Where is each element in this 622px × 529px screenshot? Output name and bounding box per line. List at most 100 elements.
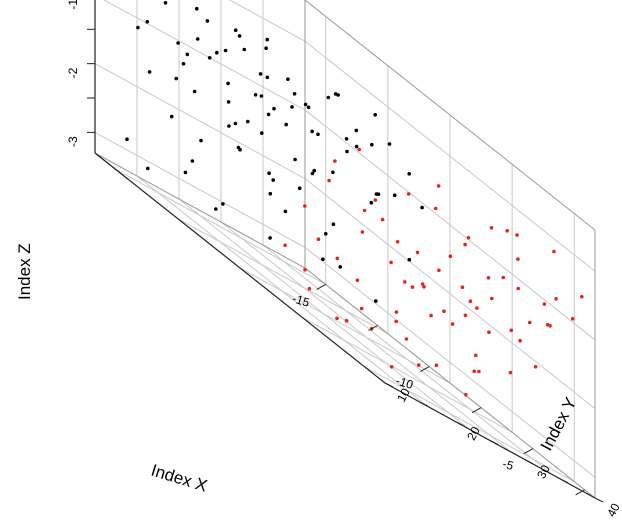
data-point	[292, 92, 297, 96]
data-point	[267, 171, 271, 175]
data-point	[266, 112, 271, 117]
y-tick	[384, 382, 394, 388]
z-tick-label: -3	[66, 136, 80, 147]
data-point	[260, 131, 264, 135]
data-point	[527, 320, 532, 325]
data-point	[450, 322, 455, 326]
y-tick	[489, 440, 499, 445]
data-point	[331, 170, 335, 175]
back-wall-grid-line	[304, 109, 596, 341]
data-point	[326, 95, 331, 100]
data-point	[548, 324, 552, 328]
data-point	[286, 77, 290, 81]
y-tick	[594, 497, 604, 503]
data-point	[303, 267, 307, 272]
data-point	[505, 229, 510, 233]
side-wall-grid-line	[94, 63, 306, 180]
y-tick	[419, 401, 429, 407]
data-point	[246, 119, 250, 124]
data-point	[486, 276, 491, 280]
data-point	[406, 192, 411, 196]
x-axis-title: Index X	[149, 461, 210, 496]
data-point	[442, 309, 446, 314]
data-point	[433, 206, 438, 211]
x-tick	[523, 448, 534, 455]
x-tick	[316, 283, 326, 290]
data-point	[185, 52, 190, 57]
data-point	[271, 178, 276, 182]
data-point	[284, 122, 289, 127]
data-point	[360, 230, 365, 234]
back-wall-grid-line	[304, 246, 596, 478]
data-point	[146, 166, 150, 171]
floor-grid-line	[262, 244, 554, 476]
floor-grid-line	[220, 221, 512, 453]
data-point	[463, 242, 467, 247]
data-point	[359, 306, 364, 311]
data-point	[515, 233, 519, 237]
x-tick-label: -10	[394, 374, 415, 393]
y-tick-label: 30	[534, 462, 553, 481]
data-point	[420, 205, 424, 210]
data-point	[373, 198, 378, 202]
back-wall-grid-line	[304, 40, 596, 272]
floor-grid-line	[136, 175, 428, 407]
data-point	[344, 318, 349, 323]
side-wall-grid-line	[228, 0, 306, 42]
data-point	[416, 363, 421, 367]
data-point	[542, 302, 547, 306]
data-point	[434, 363, 439, 368]
floor-grid-line	[177, 218, 389, 335]
data-point	[221, 202, 225, 206]
data-point	[293, 157, 297, 162]
side-wall-grid-line	[94, 131, 306, 248]
data-point	[253, 93, 258, 97]
data-point	[355, 278, 360, 283]
data-point	[174, 76, 178, 81]
data-point	[307, 286, 312, 291]
data-point	[226, 100, 231, 104]
data-point	[369, 200, 374, 205]
data-point	[283, 209, 288, 214]
data-point	[195, 37, 200, 41]
data-points	[125, 1, 584, 397]
data-point	[509, 328, 514, 333]
data-point	[242, 47, 247, 52]
data-point	[518, 338, 522, 343]
data-point	[321, 257, 325, 262]
z-axis-title: Index Z	[15, 243, 34, 300]
data-point	[487, 330, 491, 335]
y-tick-label: 20	[464, 424, 483, 443]
data-point	[490, 296, 494, 301]
data-point	[136, 25, 140, 30]
data-point	[463, 313, 468, 318]
floor-grid-line	[115, 168, 326, 285]
data-point	[357, 147, 362, 152]
data-point	[338, 265, 343, 269]
data-point	[272, 106, 276, 111]
y-tick	[524, 459, 534, 465]
back-wall-grid-line	[304, 178, 596, 410]
data-point	[460, 285, 465, 290]
data-point	[415, 250, 420, 255]
data-point	[468, 299, 473, 304]
data-point	[374, 299, 378, 303]
data-point	[472, 369, 477, 374]
y-tick	[454, 420, 464, 426]
data-point	[407, 257, 412, 262]
floor-grid-line	[301, 316, 513, 433]
data-point	[508, 370, 513, 375]
axis-frame	[94, 0, 596, 499]
frame-edge	[304, 267, 596, 499]
data-point	[290, 105, 294, 109]
x-tick-label: -5	[501, 457, 516, 474]
data-point	[370, 142, 374, 147]
y-tick	[559, 478, 569, 484]
data-point	[333, 159, 337, 163]
data-point	[310, 171, 315, 176]
data-point	[125, 137, 129, 141]
data-point	[354, 144, 359, 149]
data-point	[474, 353, 478, 358]
frame-edge	[94, 152, 306, 269]
data-point	[389, 365, 394, 369]
